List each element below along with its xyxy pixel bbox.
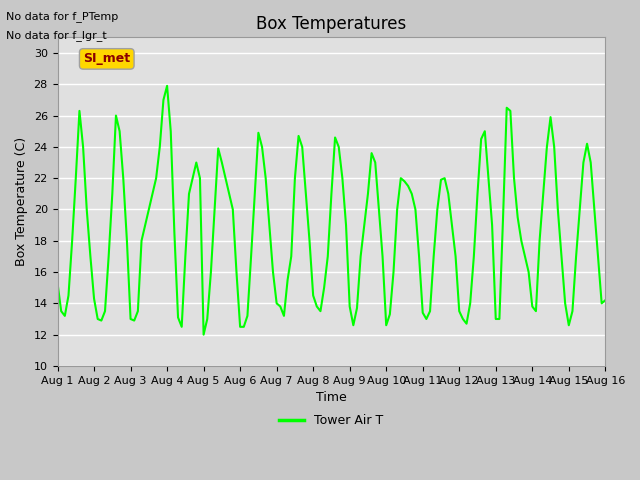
Legend: Tower Air T: Tower Air T — [275, 409, 388, 432]
Text: No data for f_PTemp: No data for f_PTemp — [6, 11, 118, 22]
Text: SI_met: SI_met — [83, 52, 131, 65]
Title: Box Temperatures: Box Temperatures — [256, 15, 406, 33]
X-axis label: Time: Time — [316, 391, 347, 404]
Text: No data for f_lgr_t: No data for f_lgr_t — [6, 30, 107, 41]
Y-axis label: Box Temperature (C): Box Temperature (C) — [15, 137, 28, 266]
